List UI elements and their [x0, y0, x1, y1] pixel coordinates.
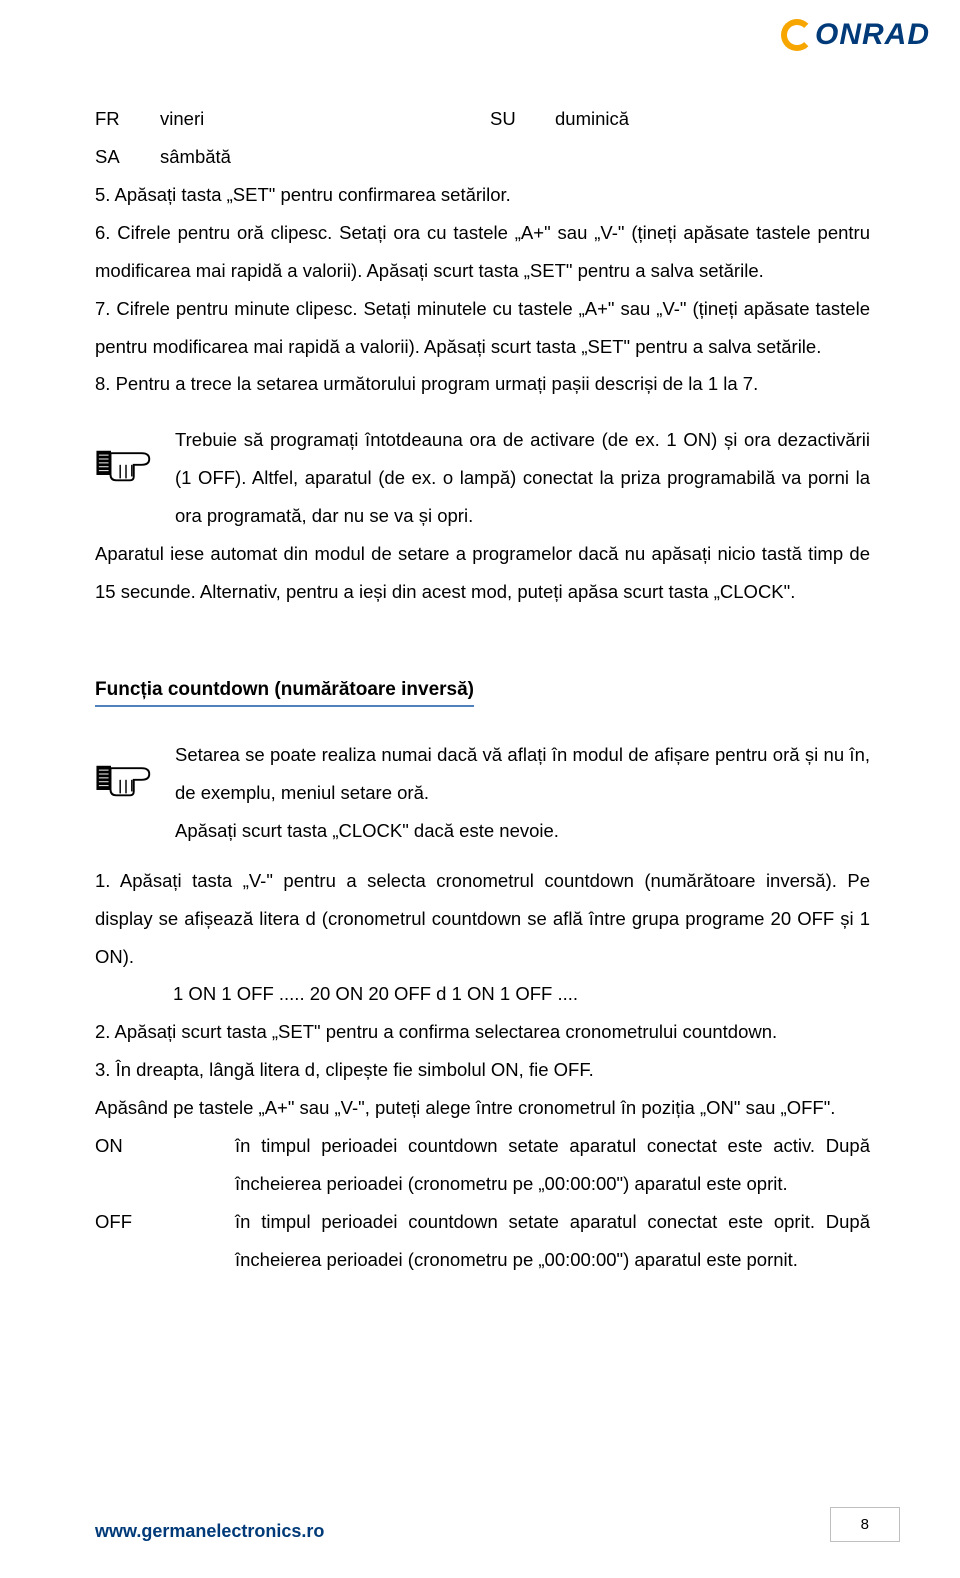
note-block-1: Trebuie să programați întotdeauna ora de…: [95, 421, 870, 535]
logo-c-icon: [781, 19, 813, 51]
day-code-fr: FR: [95, 100, 160, 138]
state-on-label: ON: [95, 1127, 235, 1203]
pointing-hand-icon: [95, 421, 175, 535]
day-code-sa: SA: [95, 138, 160, 176]
day-name-duminica: duminică: [555, 100, 629, 138]
day-row-1: FR vineri SU duminică: [95, 100, 870, 138]
page-number: 8: [830, 1507, 900, 1542]
brand-logo: ONRAD: [781, 18, 930, 52]
pointing-hand-icon: [95, 736, 175, 850]
state-off-text: în timpul perioadei countdown setate apa…: [235, 1203, 870, 1279]
day-name-vineri: vineri: [160, 100, 490, 138]
footer: www.germanelectronics.ro 8: [95, 1507, 900, 1542]
note-2-line-1: Setarea se poate realiza numai dacă vă a…: [175, 736, 870, 812]
step-7: 7. Cifrele pentru minute clipesc. Setați…: [95, 290, 870, 366]
step-5: 5. Apăsați tasta „SET" pentru confirmare…: [95, 176, 870, 214]
cd-step-3: 3. În dreapta, lângă litera d, clipește …: [95, 1051, 870, 1089]
cd-step-2: 2. Apăsați scurt tasta „SET" pentru a co…: [95, 1013, 870, 1051]
state-off-label: OFF: [95, 1203, 235, 1279]
day-code-su: SU: [490, 100, 555, 138]
section-title-countdown: Funcția countdown (numărătoare inversă): [95, 671, 870, 712]
note-text-2: Setarea se poate realiza numai dacă vă a…: [175, 736, 870, 850]
day-row-2: SA sâmbătă: [95, 138, 870, 176]
note-block-2: Setarea se poate realiza numai dacă vă a…: [95, 736, 870, 850]
state-on-text: în timpul perioadei countdown setate apa…: [235, 1127, 870, 1203]
state-on-row: ON în timpul perioadei countdown setate …: [95, 1127, 870, 1203]
logo-text: ONRAD: [815, 18, 930, 52]
step-8: 8. Pentru a trece la setarea următorului…: [95, 365, 870, 403]
note-2-line-2: Apăsați scurt tasta „CLOCK" dacă este ne…: [175, 812, 870, 850]
note-text-1: Trebuie să programați întotdeauna ora de…: [175, 421, 870, 535]
footer-url: www.germanelectronics.ro: [95, 1521, 324, 1542]
day-name-sambata: sâmbătă: [160, 138, 231, 176]
state-off-row: OFF în timpul perioadei countdown setate…: [95, 1203, 870, 1279]
cd-step-4: Apăsând pe tastele „A+" sau „V-", puteți…: [95, 1089, 870, 1127]
cd-step-1-sequence: 1 ON 1 OFF ..... 20 ON 20 OFF d 1 ON 1 O…: [173, 975, 870, 1013]
step-6: 6. Cifrele pentru oră clipesc. Setați or…: [95, 214, 870, 290]
page-content: FR vineri SU duminică SA sâmbătă 5. Apăs…: [0, 0, 960, 1279]
auto-exit-note: Aparatul iese automat din modul de setar…: [95, 535, 870, 611]
cd-step-1: 1. Apăsați tasta „V-" pentru a selecta c…: [95, 862, 870, 976]
